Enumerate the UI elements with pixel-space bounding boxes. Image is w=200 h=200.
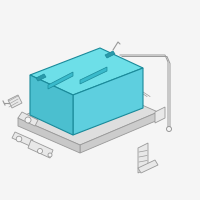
- Polygon shape: [138, 143, 148, 173]
- Polygon shape: [105, 51, 115, 58]
- Polygon shape: [80, 67, 107, 84]
- Polygon shape: [18, 85, 158, 145]
- Polygon shape: [155, 107, 165, 123]
- Polygon shape: [12, 132, 33, 146]
- Polygon shape: [73, 68, 143, 135]
- Polygon shape: [18, 118, 80, 153]
- Circle shape: [166, 127, 172, 132]
- Polygon shape: [28, 140, 53, 158]
- Polygon shape: [80, 112, 158, 153]
- Polygon shape: [138, 160, 158, 173]
- Circle shape: [38, 148, 42, 154]
- Polygon shape: [30, 75, 73, 135]
- Circle shape: [16, 136, 22, 142]
- Polygon shape: [8, 95, 22, 108]
- Circle shape: [25, 117, 31, 123]
- Circle shape: [48, 153, 52, 157]
- Polygon shape: [48, 72, 73, 89]
- Polygon shape: [18, 112, 38, 126]
- Polygon shape: [36, 74, 46, 81]
- Polygon shape: [30, 48, 143, 95]
